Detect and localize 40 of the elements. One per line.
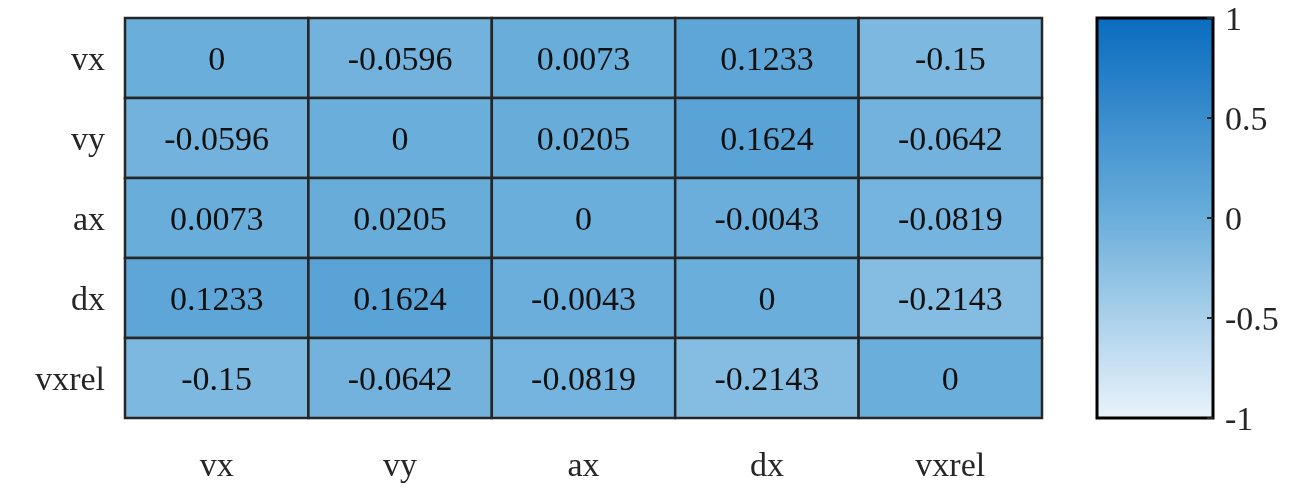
- x-tick-label: vxrel: [915, 445, 986, 483]
- y-tick-label: vxrel: [35, 359, 105, 397]
- data-label: -0.0596: [164, 119, 270, 157]
- data-label: -0.15: [181, 359, 253, 397]
- y-tick-label: dx: [71, 279, 105, 317]
- data-label: 0: [391, 119, 409, 157]
- data-label: 0.1624: [353, 279, 447, 317]
- data-label: 0: [208, 39, 226, 77]
- data-label: 0.0073: [536, 39, 631, 77]
- data-label: -0.0642: [897, 119, 1003, 157]
- data-label: -0.2143: [897, 279, 1003, 317]
- data-label: 0: [941, 359, 959, 397]
- data-label: 0: [758, 279, 776, 317]
- data-label: -0.0043: [531, 279, 636, 317]
- data-label: -0.0819: [531, 359, 636, 397]
- data-label: -0.0819: [897, 199, 1003, 237]
- color-bar-label: 0: [1225, 199, 1242, 237]
- data-label: -0.0043: [714, 199, 820, 237]
- data-label: -0.0642: [347, 359, 453, 397]
- x-tick-label: dx: [749, 445, 784, 483]
- x-tick-label: vx: [199, 445, 234, 483]
- color-bar-label: 0.5: [1225, 99, 1268, 137]
- color-bar-label: 1: [1225, 0, 1242, 37]
- data-label: 0.0205: [536, 119, 631, 157]
- y-tick-label: vy: [71, 119, 105, 157]
- y-tick-label: ax: [72, 199, 105, 237]
- data-label: -0.0596: [347, 39, 453, 77]
- data-label: 0.1233: [720, 39, 814, 77]
- data-label: 0.0073: [169, 199, 264, 237]
- x-tick-label: vy: [383, 445, 418, 483]
- data-label: 0: [575, 199, 592, 237]
- y-tick-label: vx: [71, 39, 105, 77]
- data-label: 0.1624: [720, 119, 814, 157]
- color-bar-label: -0.5: [1225, 299, 1279, 337]
- color-bar-label: -1: [1225, 399, 1254, 437]
- x-tick-label: ax: [567, 445, 600, 483]
- data-label: -0.2143: [714, 359, 820, 397]
- data-label: 0.0205: [353, 199, 447, 237]
- data-label: -0.15: [914, 39, 986, 77]
- data-label: 0.1233: [169, 279, 264, 317]
